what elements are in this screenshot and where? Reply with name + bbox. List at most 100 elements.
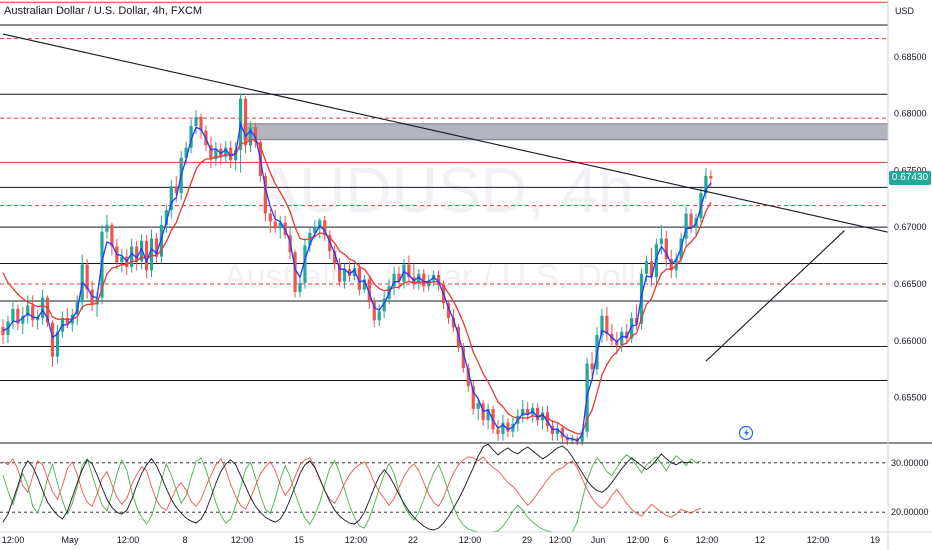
price-tick-6: 0.65500 — [894, 393, 927, 403]
candle-body-27 — [135, 246, 139, 262]
candle-body-138 — [684, 213, 688, 239]
candle-body-61 — [303, 245, 307, 283]
candle-body-121 — [600, 315, 604, 336]
time-tick-12: 12:00 — [627, 535, 650, 545]
time-tick-3: 8 — [182, 535, 187, 545]
candle-body-75 — [372, 302, 376, 321]
candle-body-53 — [263, 176, 267, 214]
candle-body-37 — [184, 147, 188, 158]
candle-body-88 — [437, 274, 441, 286]
candle-body-115 — [570, 438, 574, 441]
candle-body-34 — [169, 186, 173, 211]
candle-body-81 — [402, 264, 406, 282]
candle-body-32 — [159, 224, 163, 257]
price-tick-4: 0.66500 — [894, 279, 927, 289]
candle-body-133 — [659, 238, 663, 245]
ma-slow-line — [2, 139, 712, 435]
candle-body-49 — [243, 98, 248, 146]
candle-body-130 — [644, 261, 649, 274]
candle-body-11 — [55, 331, 60, 357]
candle-body-56 — [278, 222, 282, 229]
time-tick-5: 15 — [294, 535, 304, 545]
watermark-symbol: AUDUSD, 4h — [257, 154, 634, 226]
price-tick-3: 0.67000 — [894, 222, 927, 232]
candle-body-10 — [50, 322, 55, 357]
candle-body-79 — [392, 273, 396, 287]
time-tick-17: 19 — [870, 535, 880, 545]
candle-body-90 — [446, 303, 451, 319]
candle-body-6 — [31, 305, 35, 321]
candle-body-127 — [630, 318, 634, 339]
candle-body-72 — [357, 268, 361, 290]
last-price-badge: 0.67430 — [889, 171, 931, 185]
price-tick-1: 0.68000 — [894, 109, 927, 119]
candle-body-33 — [164, 210, 168, 225]
candle-body-143 — [709, 176, 713, 179]
candle-body-80 — [397, 273, 401, 282]
oscillator-pane — [0, 442, 932, 532]
time-tick-14: 12:00 — [696, 535, 719, 545]
candle-body-51 — [253, 127, 258, 142]
candle-body-63 — [313, 227, 317, 233]
candle-body-76 — [377, 311, 381, 321]
lightning-icon[interactable] — [738, 425, 754, 441]
candle-body-112 — [555, 428, 559, 434]
candle-body-70 — [347, 269, 352, 277]
time-tick-15: 12 — [755, 535, 765, 545]
candle-body-113 — [560, 428, 564, 438]
candle-body-98 — [486, 408, 490, 421]
time-tick-16: 12:00 — [807, 535, 830, 545]
candle-body-136 — [674, 258, 678, 271]
time-tick-4: 12:00 — [231, 535, 254, 545]
candle-body-101 — [501, 422, 505, 434]
candle-body-142 — [704, 176, 708, 194]
candle-body-5 — [26, 305, 30, 316]
candle-body-94 — [466, 368, 470, 387]
time-tick-13: 6 — [663, 535, 668, 545]
candle-body-110 — [545, 412, 550, 426]
candle-body-135 — [669, 258, 673, 271]
candle-body-55 — [273, 221, 277, 229]
candle-body-65 — [323, 220, 327, 236]
candle-body-132 — [654, 244, 658, 278]
candle-body-105 — [521, 408, 525, 416]
candle-body-64 — [318, 220, 322, 228]
time-tick-9: 29 — [522, 535, 532, 545]
candle-body-77 — [382, 298, 386, 312]
time-tick-0: 12:00 — [2, 535, 25, 545]
candle-body-4 — [21, 315, 25, 324]
candle-body-50 — [248, 127, 253, 146]
candle-body-128 — [635, 318, 639, 324]
candle-series — [1, 93, 713, 446]
candle-body-100 — [496, 429, 500, 434]
candle-body-126 — [625, 331, 629, 339]
moving-averages — [2, 121, 712, 442]
candle-body-102 — [506, 422, 510, 432]
candle-body-95 — [471, 386, 475, 409]
price-tick-5: 0.66000 — [894, 336, 927, 346]
candle-body-125 — [620, 331, 624, 346]
candle-body-131 — [649, 261, 654, 278]
time-tick-1: May — [61, 535, 79, 545]
time-tick-7: 22 — [408, 535, 418, 545]
osc-tick-0: 30.00000 — [891, 458, 929, 468]
candle-body-8 — [41, 297, 45, 319]
candle-body-73 — [362, 279, 366, 290]
osc-tick-1: 20.00000 — [891, 507, 929, 517]
osc-series-black — [2, 444, 692, 531]
candle-body-69 — [342, 269, 347, 282]
candle-body-30 — [149, 238, 154, 271]
trendline-breakout — [899, 51, 932, 227]
candle-body-21 — [105, 224, 109, 232]
candle-body-19 — [95, 297, 99, 305]
trendline-descending — [2, 33, 888, 233]
supply-zone — [243, 123, 889, 141]
candle-body-84 — [417, 273, 421, 284]
candle-body-22 — [110, 224, 114, 247]
candle-body-106 — [526, 408, 530, 415]
trendline-support — [705, 230, 845, 362]
candle-body-85 — [422, 273, 426, 287]
candle-body-7 — [36, 318, 40, 321]
